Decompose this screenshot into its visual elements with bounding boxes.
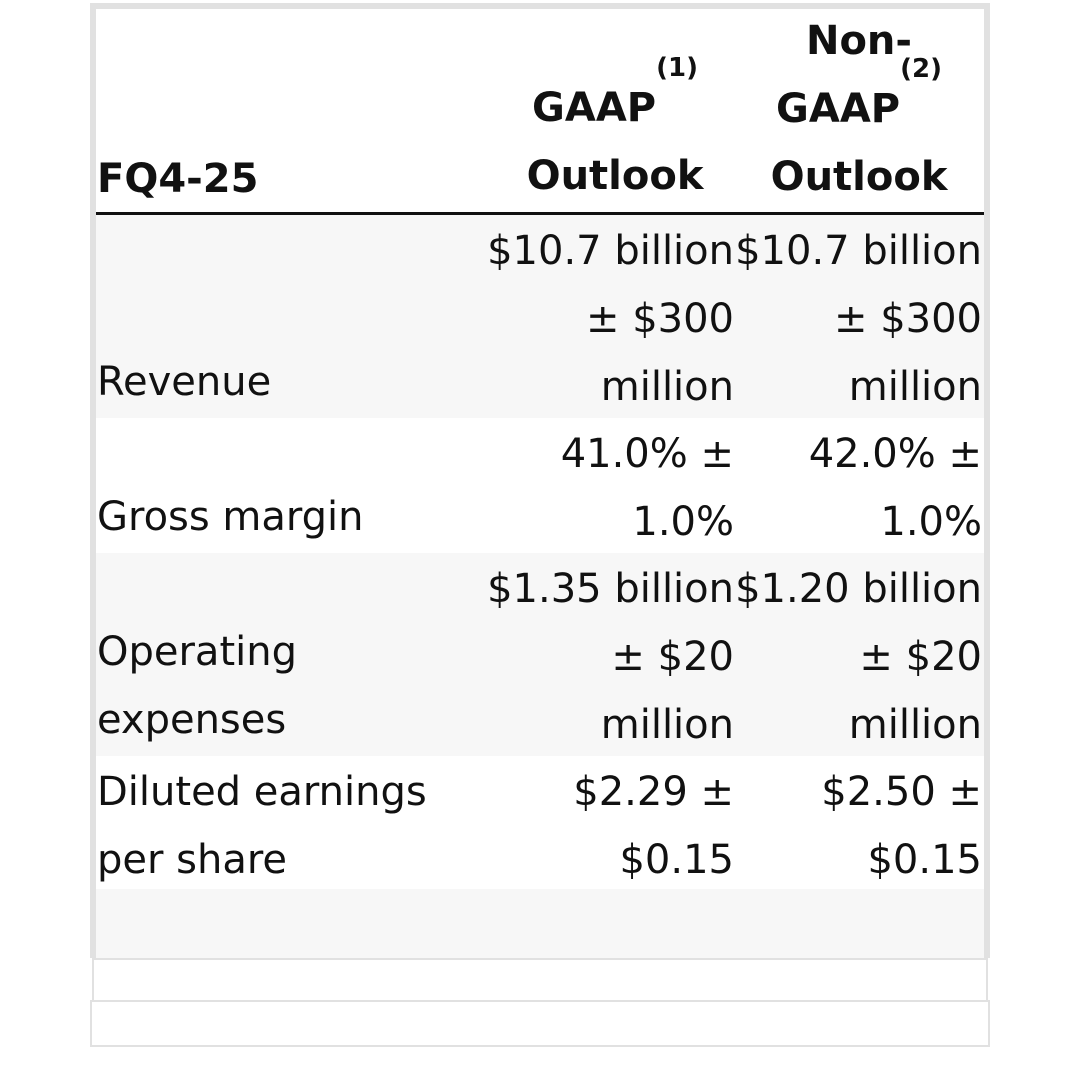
- gaap-value: $1.35 billion ± $20 million: [487, 566, 734, 748]
- row-label: Operating expenses: [97, 629, 297, 743]
- row-label: Revenue: [97, 359, 272, 405]
- gaap-value: $10.7 billion ± $300 million: [487, 228, 734, 410]
- table-frame: [90, 3, 990, 958]
- table-empty-row: [96, 889, 984, 958]
- row-label: Gross margin: [97, 494, 364, 540]
- footnote-1: (1): [656, 53, 698, 83]
- nongaap-value: $2.50 ± $0.15: [821, 769, 982, 883]
- gaap-value: $2.29 ± $0.15: [573, 769, 734, 883]
- row-label: Diluted earnings per share: [97, 769, 427, 883]
- table-row: Operating expenses $1.35 billion ± $20 m…: [96, 553, 984, 756]
- gaap-value: 41.0% ± 1.0%: [560, 431, 734, 545]
- nongaap-value: 42.0% ± 1.0%: [808, 431, 982, 545]
- gaap-outlook-header: GAAP(1) Outlook: [526, 53, 704, 199]
- nongaap-value: $10.7 billion ± $300 million: [735, 228, 982, 410]
- table-row: Diluted earnings per share $2.29 ± $0.15…: [96, 756, 984, 891]
- outlook-table: FQ4-25 GAAP(1) Outlook Non- GAAP(2) Outl…: [96, 10, 984, 891]
- table-empty-row: [90, 1000, 990, 1047]
- nongaap-outlook-header: Non- GAAP(2) Outlook: [770, 18, 948, 200]
- footnote-2: (2): [900, 54, 942, 84]
- table-row: Revenue $10.7 billion ± $300 million $10…: [96, 215, 984, 418]
- table-header: FQ4-25 GAAP(1) Outlook Non- GAAP(2) Outl…: [96, 10, 984, 215]
- table-row: Gross margin 41.0% ± 1.0% 42.0% ± 1.0%: [96, 418, 984, 553]
- nongaap-value: $1.20 billion ± $20 million: [735, 566, 982, 748]
- period-header: FQ4-25: [97, 156, 259, 202]
- table-empty-row: [92, 958, 988, 1002]
